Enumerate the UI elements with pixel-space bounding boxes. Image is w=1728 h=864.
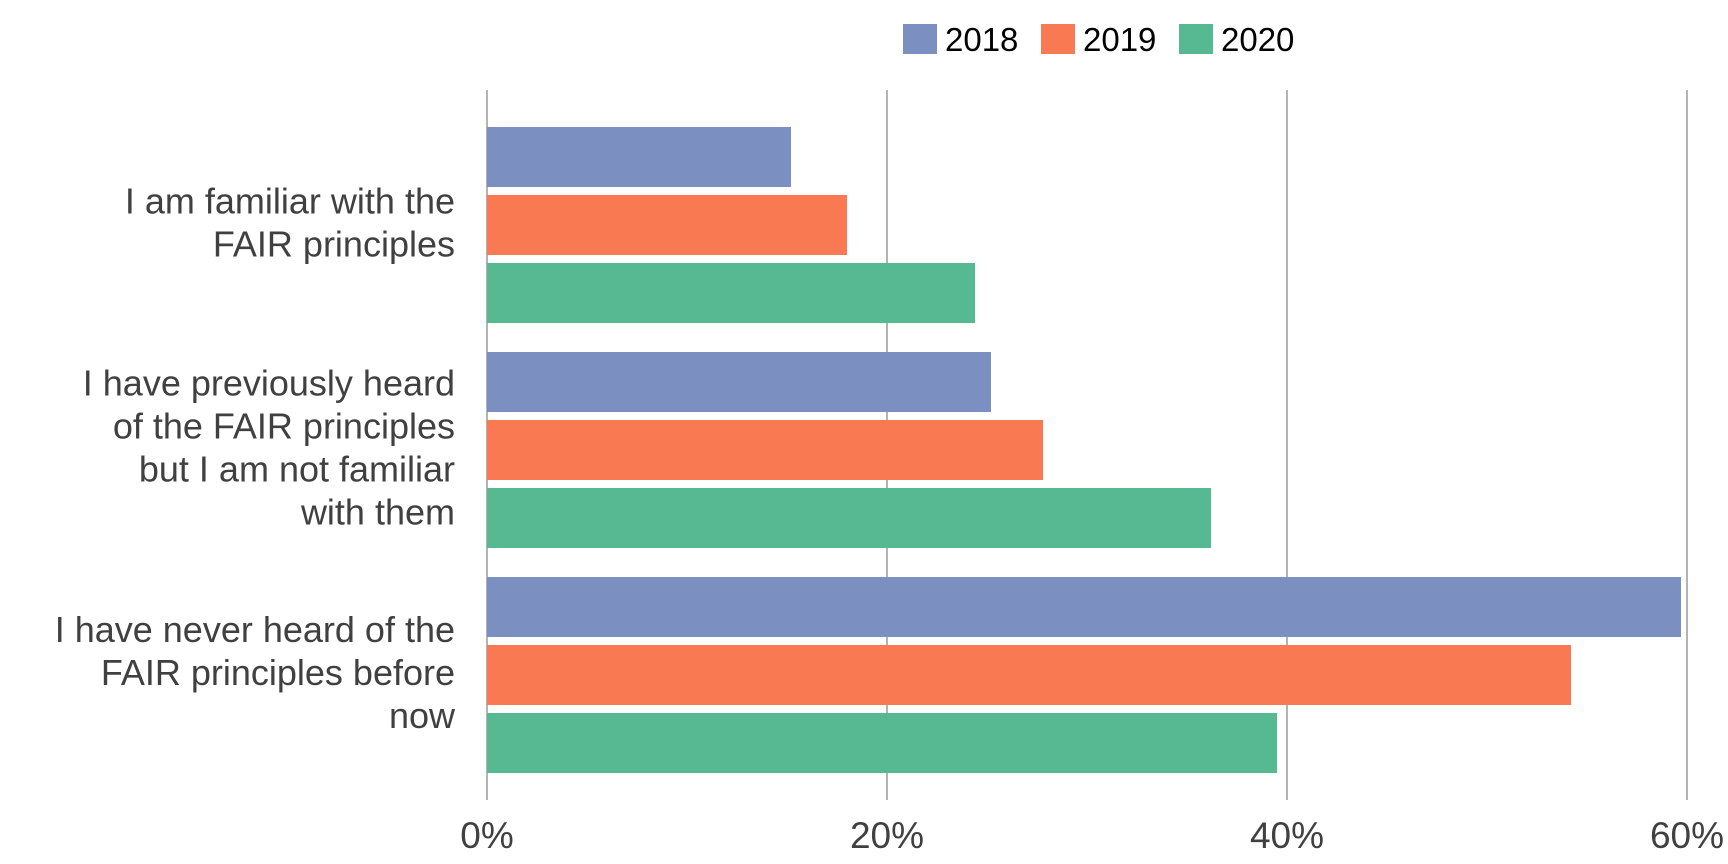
tick-labels: 0% 20% 40% 60% [460, 815, 1724, 856]
category-label-line: FAIR principles [213, 223, 455, 264]
category-label: I have previously heard of the FAIR princ… [83, 362, 455, 532]
legend-swatch-2019 [1041, 24, 1075, 54]
bar-2018 [487, 127, 791, 187]
legend-label-2018: 2018 [945, 21, 1018, 58]
legend-label-2020: 2020 [1221, 21, 1294, 58]
bar-2020 [487, 488, 1211, 548]
category-label: I am familiar with the FAIR principles [125, 180, 455, 264]
x-tick-label: 40% [1250, 815, 1324, 856]
legend-swatch-2018 [903, 24, 937, 54]
legend-swatch-2020 [1179, 24, 1213, 54]
bars [487, 127, 1681, 773]
legend: 2018 2019 2020 [903, 21, 1294, 58]
bar-2019 [487, 420, 1043, 480]
category-label-line: but I am not familiar [139, 448, 455, 489]
x-tick-label: 20% [850, 815, 924, 856]
bar-2020 [487, 263, 975, 323]
bar-2019 [487, 645, 1571, 705]
category-label-line: I am familiar with the [125, 180, 455, 221]
category-label-line: I have previously heard [83, 362, 455, 403]
category-label-line: now [389, 695, 456, 736]
x-tick-label: 60% [1650, 815, 1724, 856]
bar-2018 [487, 352, 991, 412]
legend-label-2019: 2019 [1083, 21, 1156, 58]
bar-2019 [487, 195, 847, 255]
category-label: I have never heard of the FAIR principles… [55, 609, 456, 736]
bar-2020 [487, 713, 1277, 773]
category-label-line: FAIR principles before [101, 652, 455, 693]
category-label-line: with them [300, 491, 455, 532]
category-labels: I am familiar with the FAIR principles I h… [55, 180, 456, 736]
category-label-line: I have never heard of the [55, 609, 455, 650]
x-tick-label: 0% [460, 815, 513, 856]
category-label-line: of the FAIR principles [113, 405, 455, 446]
bar-2018 [487, 577, 1681, 637]
